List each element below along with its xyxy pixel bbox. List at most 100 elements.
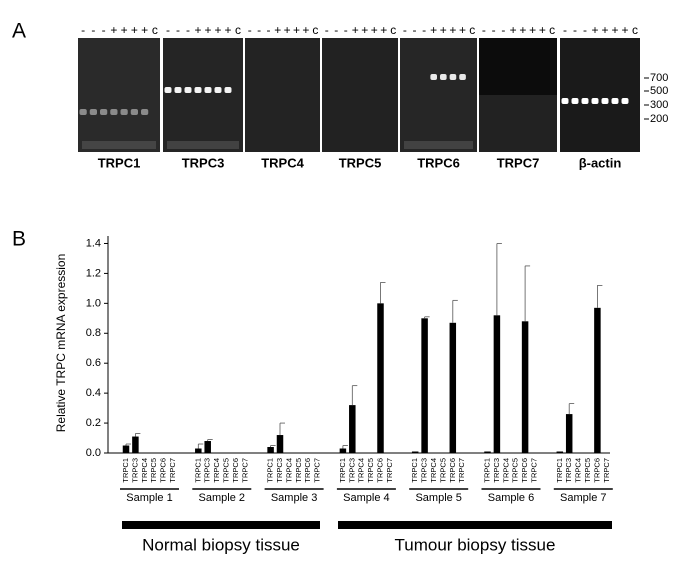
gel-band — [79, 109, 87, 115]
gel-name: TRPC7 — [497, 155, 540, 170]
gel-band — [449, 74, 457, 80]
group-label: Sample 4 — [343, 492, 389, 504]
gel-haze — [167, 141, 239, 149]
lane-label: + — [611, 23, 618, 37]
lane-label: + — [131, 23, 138, 37]
gel-band — [141, 109, 149, 115]
gel-band — [601, 98, 609, 104]
x-tick-label: TRPC1 — [410, 458, 419, 483]
lane-label: - — [248, 23, 252, 37]
x-tick-label: TRPC7 — [168, 458, 177, 483]
lane-label: c — [390, 23, 396, 37]
lane-label: + — [510, 23, 517, 37]
bar — [594, 307, 601, 453]
lane-label: - — [266, 23, 270, 37]
lane-label: + — [529, 23, 536, 37]
bar — [377, 303, 384, 453]
x-tick-label: TRPC3 — [130, 458, 139, 483]
lane-label: - — [492, 23, 496, 37]
x-tick-label: TRPC6 — [231, 458, 240, 483]
panel-label: B — [12, 228, 26, 251]
gel-image — [245, 38, 320, 152]
gel-name: β-actin — [579, 155, 622, 170]
gel-band — [110, 109, 118, 115]
x-tick-label: TRPC6 — [375, 458, 384, 483]
x-tick-label: TRPC7 — [457, 458, 466, 483]
lane-label: + — [440, 23, 447, 37]
lane-label: + — [302, 23, 309, 37]
lane-label: - — [186, 23, 190, 37]
gel-band — [194, 87, 202, 93]
gel-name: TRPC1 — [98, 155, 141, 170]
gel-name: TRPC6 — [417, 155, 460, 170]
bar — [195, 448, 202, 453]
x-tick-label: TRPC3 — [203, 458, 212, 483]
lane-label: - — [102, 23, 106, 37]
gel-haze — [404, 141, 473, 149]
gel-name: TRPC5 — [339, 155, 382, 170]
lane-label: + — [519, 23, 526, 37]
x-tick-label: TRPC6 — [520, 458, 529, 483]
gel-band — [130, 109, 138, 115]
gel-band — [591, 98, 599, 104]
tissue-bar — [122, 521, 320, 529]
lane-label: - — [573, 23, 577, 37]
lane-label: c — [235, 23, 241, 37]
x-tick-label: TRPC4 — [357, 458, 366, 483]
lane-label: - — [583, 23, 587, 37]
lane-label: c — [549, 23, 555, 37]
tissue-label: Normal biopsy tissue — [142, 535, 300, 554]
lane-label: + — [591, 23, 598, 37]
lane-label: + — [204, 23, 211, 37]
bar — [493, 315, 501, 453]
x-tick-label: TRPC4 — [140, 458, 149, 483]
x-tick-label: TRPC4 — [574, 458, 583, 483]
gel-band — [204, 87, 212, 93]
tissue-bar — [338, 521, 612, 529]
bar — [349, 405, 356, 453]
x-tick-label: TRPC6 — [159, 458, 168, 483]
gel-band — [214, 87, 222, 93]
bar — [132, 436, 139, 453]
x-tick-label: TRPC6 — [592, 458, 601, 483]
lane-label: + — [194, 23, 201, 37]
gel-image — [322, 38, 398, 152]
group-label: Sample 3 — [271, 492, 317, 504]
x-tick-label: TRPC5 — [149, 458, 158, 483]
lane-label: + — [121, 23, 128, 37]
y-axis-title: Relative TRPC mRNA expression — [54, 254, 68, 433]
gel-haze — [82, 141, 156, 149]
x-tick-label: TRPC7 — [240, 458, 249, 483]
group-label: Sample 5 — [415, 492, 461, 504]
y-tick-label: 0.0 — [86, 447, 101, 459]
lane-label: + — [621, 23, 628, 37]
x-tick-label: TRPC7 — [385, 458, 394, 483]
lane-label: + — [361, 23, 368, 37]
gel-image — [78, 38, 160, 152]
gel-band — [611, 98, 619, 104]
group-label: Sample 7 — [560, 492, 606, 504]
x-tick-label: TRPC3 — [347, 458, 356, 483]
lane-label: - — [344, 23, 348, 37]
gel-band — [430, 74, 437, 80]
gel-band — [174, 87, 182, 93]
x-tick-label: TRPC1 — [193, 458, 202, 483]
bar — [122, 445, 130, 453]
bar — [267, 447, 274, 453]
marker-label: 300 — [650, 99, 668, 111]
x-tick-label: TRPC6 — [448, 458, 457, 483]
x-tick-label: TRPC5 — [366, 458, 375, 483]
panel-label: A — [12, 20, 26, 43]
lane-label: c — [152, 23, 158, 37]
gel-band — [621, 98, 629, 104]
lane-label: + — [601, 23, 608, 37]
x-tick-label: TRPC4 — [501, 458, 510, 483]
x-tick-label: TRPC1 — [121, 458, 130, 483]
group-label: Sample 1 — [126, 492, 172, 504]
group-label: Sample 2 — [199, 492, 245, 504]
bar — [556, 451, 564, 453]
gel-band — [89, 109, 97, 115]
lane-label: + — [110, 23, 117, 37]
gel-band — [184, 87, 192, 93]
x-tick-label: TRPC4 — [212, 458, 221, 483]
